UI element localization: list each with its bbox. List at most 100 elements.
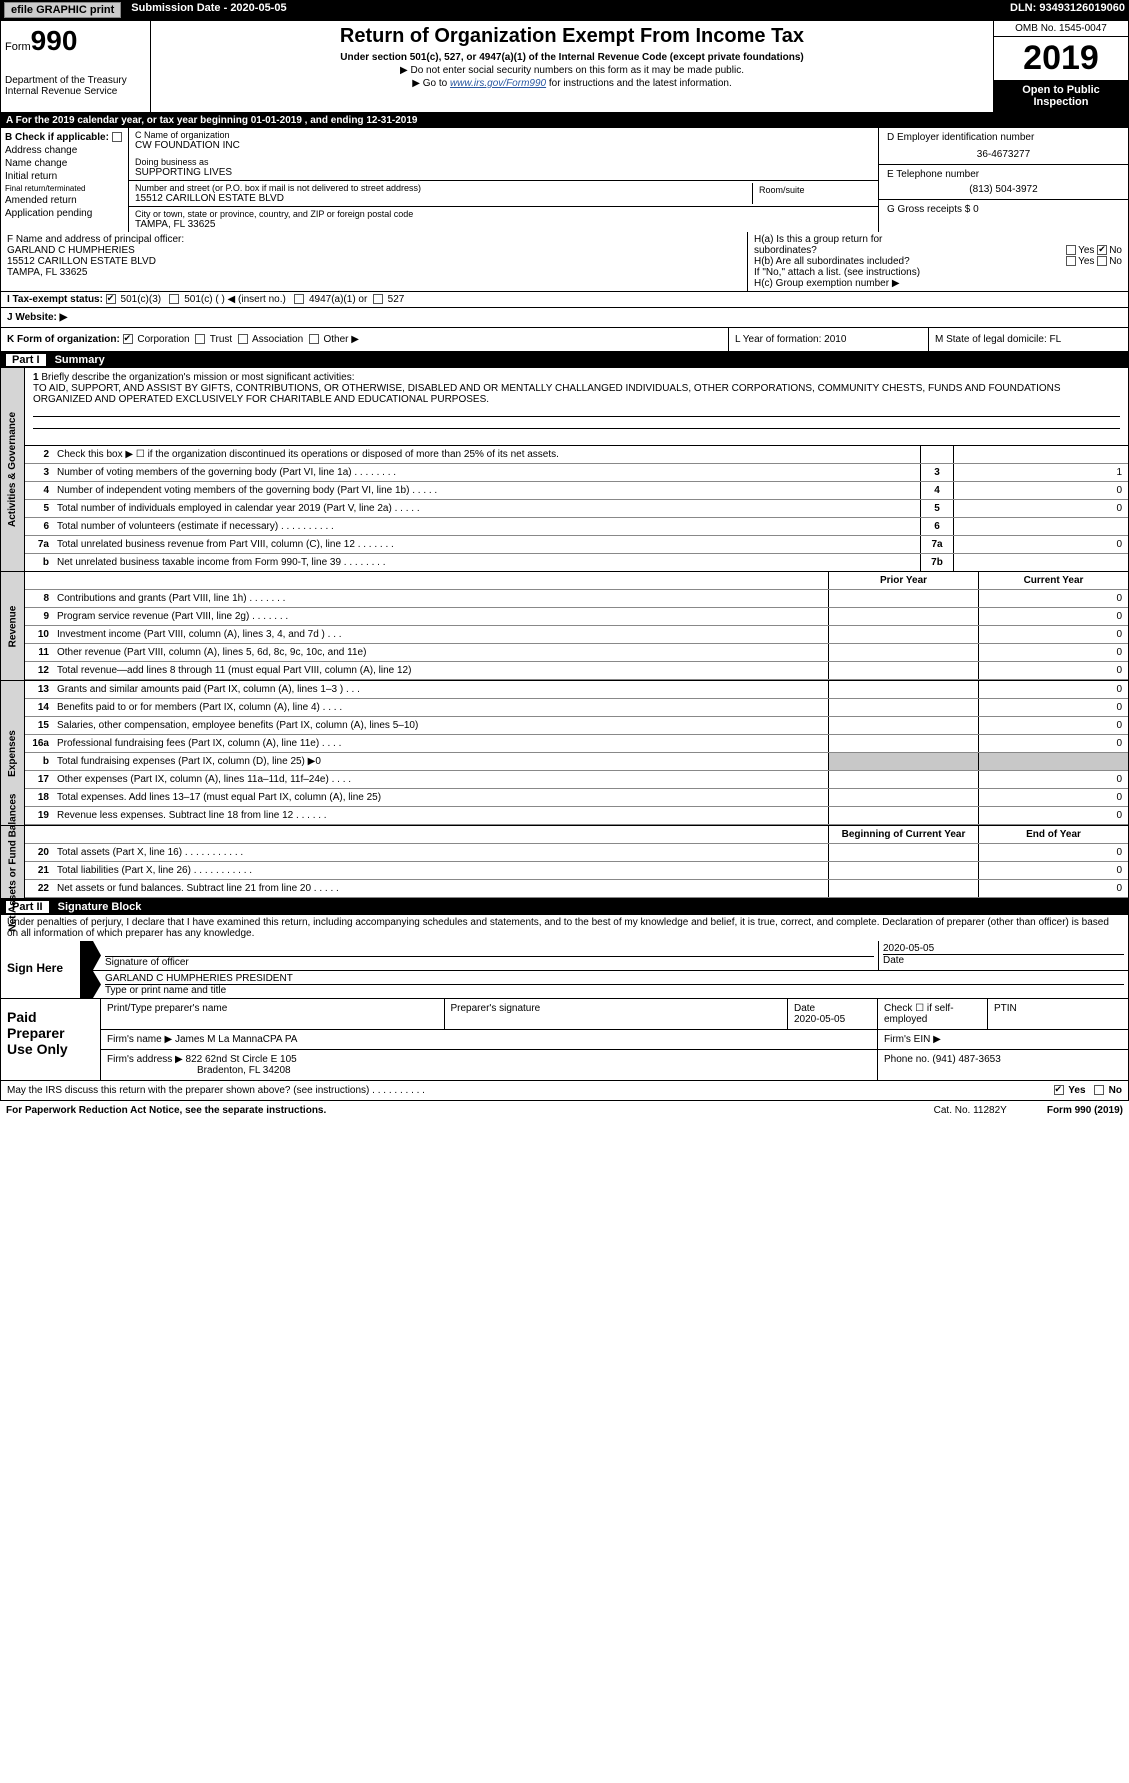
street-addr: 15512 CARILLON ESTATE BLVD xyxy=(135,193,752,204)
self-employed-chk: Check ☐ if self-employed xyxy=(878,999,988,1029)
subtitle-2a: ▶ Do not enter social security numbers o… xyxy=(157,65,987,76)
prior-year-hdr: Prior Year xyxy=(828,572,978,589)
side-ag: Activities & Governance xyxy=(1,368,25,571)
box-c: C Name of organization CW FOUNDATION INC… xyxy=(129,128,878,232)
prep-name-hdr: Print/Type preparer's name xyxy=(101,999,445,1029)
row-j: J Website: ▶ xyxy=(0,308,1129,328)
ha-lbl: H(a) Is this a group return for xyxy=(754,234,882,245)
arrow-icon xyxy=(81,941,101,970)
box-de: D Employer identification number 36-4673… xyxy=(878,128,1128,232)
year-box: OMB No. 1545-0047 2019 Open to Public In… xyxy=(993,21,1128,112)
net-assets-section: Net Assets or Fund Balances Beginning of… xyxy=(0,826,1129,899)
table-row: bNet unrelated business taxable income f… xyxy=(25,554,1128,571)
table-row: 16aProfessional fundraising fees (Part I… xyxy=(25,735,1128,753)
table-row: 20Total assets (Part X, line 16) . . . .… xyxy=(25,844,1128,862)
penalty-statement: Under penalties of perjury, I declare th… xyxy=(0,915,1129,941)
begin-year-hdr: Beginning of Current Year xyxy=(828,826,978,843)
efile-btn[interactable]: efile GRAPHIC print xyxy=(4,2,121,18)
room-lbl: Room/suite xyxy=(759,185,866,195)
firm-ein-lbl: Firm's EIN ▶ xyxy=(878,1030,1128,1049)
org-form-lbl: K Form of organization: xyxy=(7,334,120,345)
firm-name-lbl: Firm's name ▶ xyxy=(107,1034,172,1045)
row-k: K Form of organization: Corporation Trus… xyxy=(0,328,1129,352)
paid-preparer-block: Paid Preparer Use Only Print/Type prepar… xyxy=(0,999,1129,1081)
chk-amended: Amended return xyxy=(5,195,124,206)
table-row: 3Number of voting members of the governi… xyxy=(25,464,1128,482)
form-prefix: Form xyxy=(5,41,31,53)
table-row: 18Total expenses. Add lines 13–17 (must … xyxy=(25,789,1128,807)
checkbox-icon[interactable] xyxy=(106,294,116,304)
checkbox-icon[interactable] xyxy=(1097,256,1107,266)
firm-addr2: Bradenton, FL 34208 xyxy=(197,1065,291,1076)
org-name-lbl: C Name of organization xyxy=(135,130,872,140)
current-year-hdr: Current Year xyxy=(978,572,1128,589)
gross-receipts: G Gross receipts $ 0 xyxy=(887,204,1120,215)
page-footer: For Paperwork Reduction Act Notice, see … xyxy=(0,1101,1129,1120)
checkbox-icon[interactable] xyxy=(1097,245,1107,255)
chk-address: Address change xyxy=(5,145,124,156)
checkbox-icon[interactable] xyxy=(294,294,304,304)
part2-title: Signature Block xyxy=(58,901,142,913)
city-lbl: City or town, state or province, country… xyxy=(135,209,872,219)
officer-lbl: F Name and address of principal officer: xyxy=(7,234,741,245)
checkbox-icon[interactable] xyxy=(1066,245,1076,255)
checkbox-icon[interactable] xyxy=(1054,1085,1064,1095)
form-title: Return of Organization Exempt From Incom… xyxy=(157,25,987,48)
pra-notice: For Paperwork Reduction Act Notice, see … xyxy=(6,1105,326,1116)
checkbox-icon[interactable] xyxy=(1066,256,1076,266)
checkbox-icon[interactable] xyxy=(123,334,133,344)
activities-governance: Activities & Governance 1 Briefly descri… xyxy=(0,368,1129,572)
printed-name-lbl: Type or print name and title xyxy=(105,985,1124,996)
table-row: 22Net assets or fund balances. Subtract … xyxy=(25,880,1128,898)
prep-date: 2020-05-05 xyxy=(794,1014,871,1025)
table-row: 14Benefits paid to or for members (Part … xyxy=(25,699,1128,717)
table-row: 5Total number of individuals employed in… xyxy=(25,500,1128,518)
part2-header: Part II Signature Block xyxy=(0,899,1129,915)
line1-lbl: Briefly describe the organization's miss… xyxy=(41,372,354,383)
table-row: 17Other expenses (Part IX, column (A), l… xyxy=(25,771,1128,789)
officer-city: TAMPA, FL 33625 xyxy=(7,267,741,278)
side-rev: Revenue xyxy=(1,572,25,680)
table-row: 8Contributions and grants (Part VIII, li… xyxy=(25,590,1128,608)
dept-treasury: Department of the Treasury xyxy=(5,75,146,86)
table-row: 9Program service revenue (Part VIII, lin… xyxy=(25,608,1128,626)
chk-name: Name change xyxy=(5,158,124,169)
table-row: 11Other revenue (Part VIII, column (A), … xyxy=(25,644,1128,662)
checkbox-icon[interactable] xyxy=(1094,1085,1104,1095)
table-row: 13Grants and similar amounts paid (Part … xyxy=(25,681,1128,699)
table-row: bTotal fundraising expenses (Part IX, co… xyxy=(25,753,1128,771)
checkbox-icon[interactable] xyxy=(112,132,122,142)
box-h: H(a) Is this a group return for subordin… xyxy=(748,232,1128,291)
ein-lbl: D Employer identification number xyxy=(887,132,1120,143)
form990-link[interactable]: www.irs.gov/Form990 xyxy=(450,78,546,89)
officer-name: GARLAND C HUMPHERIES xyxy=(7,245,741,256)
hb-lbl: H(b) Are all subordinates included? xyxy=(754,256,910,267)
checkbox-icon[interactable] xyxy=(238,334,248,344)
addr-lbl: Number and street (or P.O. box if mail i… xyxy=(135,183,752,193)
checkbox-icon[interactable] xyxy=(309,334,319,344)
city-state-zip: TAMPA, FL 33625 xyxy=(135,219,872,230)
top-bar: efile GRAPHIC print Submission Date - 20… xyxy=(0,0,1129,20)
sig-date-lbl: Date xyxy=(883,955,1124,966)
calendar-year-row: A For the 2019 calendar year, or tax yea… xyxy=(0,113,1129,128)
line1-num: 1 xyxy=(33,372,39,383)
checkbox-icon[interactable] xyxy=(373,294,383,304)
table-row: 21Total liabilities (Part X, line 26) . … xyxy=(25,862,1128,880)
form-box: Form990 Department of the Treasury Inter… xyxy=(1,21,151,112)
org-name: CW FOUNDATION INC xyxy=(135,140,872,151)
submission-date: Submission Date - 2020-05-05 xyxy=(131,2,286,18)
omb-number: OMB No. 1545-0047 xyxy=(994,21,1128,37)
expenses-section: Expenses 13Grants and similar amounts pa… xyxy=(0,681,1129,826)
state-domicile: M State of legal domicile: FL xyxy=(928,328,1128,351)
table-row: 7aTotal unrelated business revenue from … xyxy=(25,536,1128,554)
checkbox-icon[interactable] xyxy=(195,334,205,344)
year-formation: L Year of formation: 2010 xyxy=(728,328,928,351)
firm-addr-lbl: Firm's address ▶ xyxy=(107,1054,183,1065)
checkbox-icon[interactable] xyxy=(169,294,179,304)
open-public: Open to Public Inspection xyxy=(994,80,1128,112)
ptin-hdr: PTIN xyxy=(988,999,1128,1029)
table-row: 15Salaries, other compensation, employee… xyxy=(25,717,1128,735)
cat-no: Cat. No. 11282Y xyxy=(934,1105,1007,1116)
side-net: Net Assets or Fund Balances xyxy=(1,826,25,898)
sub2b-post: for instructions and the latest informat… xyxy=(546,78,732,89)
